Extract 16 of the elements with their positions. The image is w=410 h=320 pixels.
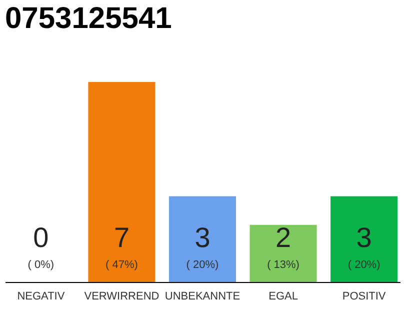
data-label: 3 [194,222,210,253]
x-tick-label: NEGATIV [17,290,66,302]
annotation: ( 47%) [106,259,138,271]
annotation: ( 20%) [348,259,380,271]
data-label: 7 [114,222,130,253]
x-tick-label: VERWIRREND [84,290,160,302]
x-tick-label: UNBEKANNTE [164,290,240,302]
x-tick-label: EGAL [268,290,298,302]
annotation: ( 20%) [186,259,219,271]
annotation: ( 0%) [28,259,54,271]
data-label: 3 [356,222,372,253]
data-label: 0 [33,222,49,253]
chart-title: 0753125541 [5,2,172,35]
annotation: ( 13%) [267,259,300,271]
data-label: 2 [275,222,292,253]
x-tick-label: POSITIV [342,290,386,302]
